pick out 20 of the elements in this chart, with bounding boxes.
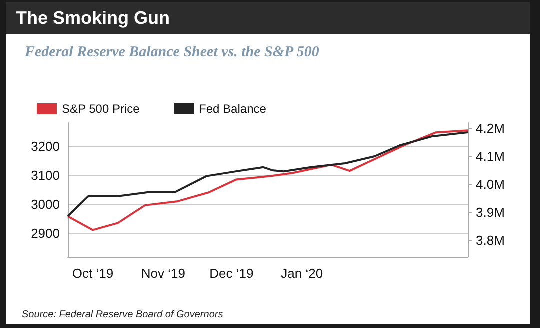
legend-label: Fed Balance [199,102,267,116]
y-tick-label: 3200 [31,138,60,154]
line-series [67,130,469,232]
chart-subtitle: Federal Reserve Balance Sheet vs. the S&P 500 [24,44,320,60]
y2-tick-label: 4.0M [476,176,505,192]
x-tick-label: Jan ‘20 [281,266,324,281]
line-series [67,131,469,218]
x-tick-label: Nov ‘19 [141,266,186,281]
legend-label: S&P 500 Price [62,102,140,116]
x-tick-label: Dec ‘19 [210,266,254,281]
chart-title: The Smoking Gun [6,2,530,34]
y-tick-label: 2900 [31,226,60,242]
y-tick-label: 3000 [31,197,60,212]
y-tick-label: 3100 [31,168,60,183]
y2-tick-label: 4.1M [476,149,505,164]
x-tick-label: Oct ‘19 [72,266,114,281]
y2-tick-label: 4.2M [476,121,505,136]
y2-tick-label: 3.9M [476,204,505,220]
y2-tick-label: 3.8M [476,232,505,248]
source-note: Source: Federal Reserve Board of Governors [22,310,224,320]
